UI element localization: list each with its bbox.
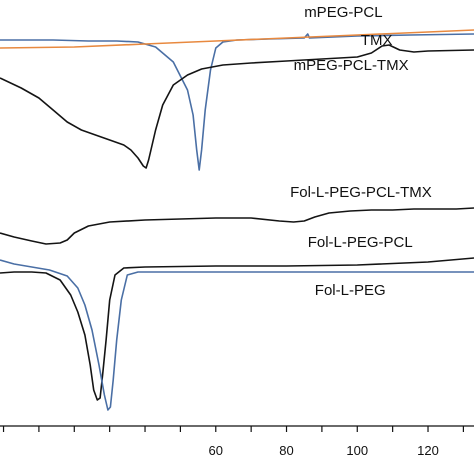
series-label-mpeg-pcl-tmx: mPEG-PCL-TMX bbox=[294, 57, 409, 74]
x-axis-ticks: 60 80 100 120 bbox=[2, 426, 464, 458]
series-line-fol-l-peg-pcl bbox=[0, 257, 474, 401]
series-label-fol-l-peg-pcl: Fol-L-PEG-PCL bbox=[308, 234, 413, 251]
series-line-fol-l-peg bbox=[0, 259, 474, 411]
x-tick-label-60: 60 bbox=[209, 443, 223, 458]
x-tick-label-120: 120 bbox=[417, 443, 439, 458]
series-label-fol-l-peg: Fol-L-PEG bbox=[315, 282, 386, 299]
x-tick-label-100: 100 bbox=[346, 443, 368, 458]
x-tick-label-80: 80 bbox=[279, 443, 293, 458]
series-line-fol-l-peg-pcl-tmx bbox=[0, 207, 474, 245]
series-line-tmx bbox=[0, 29, 474, 49]
series-label-fol-l-peg-pcl-tmx: Fol-L-PEG-PCL-TMX bbox=[290, 184, 432, 201]
series-label-mpeg-pcl: mPEG-PCL bbox=[304, 4, 382, 21]
series-line-mpeg-pcl-tmx bbox=[0, 44, 474, 169]
series-label-tmx: TMX bbox=[361, 32, 393, 49]
series-curves bbox=[0, 29, 474, 411]
series-labels: mPEG-PCL TMX mPEG-PCL-TMX Fol-L-PEG-PCL-TMX… bbox=[290, 4, 432, 299]
series-line-mpeg-pcl bbox=[0, 33, 474, 171]
